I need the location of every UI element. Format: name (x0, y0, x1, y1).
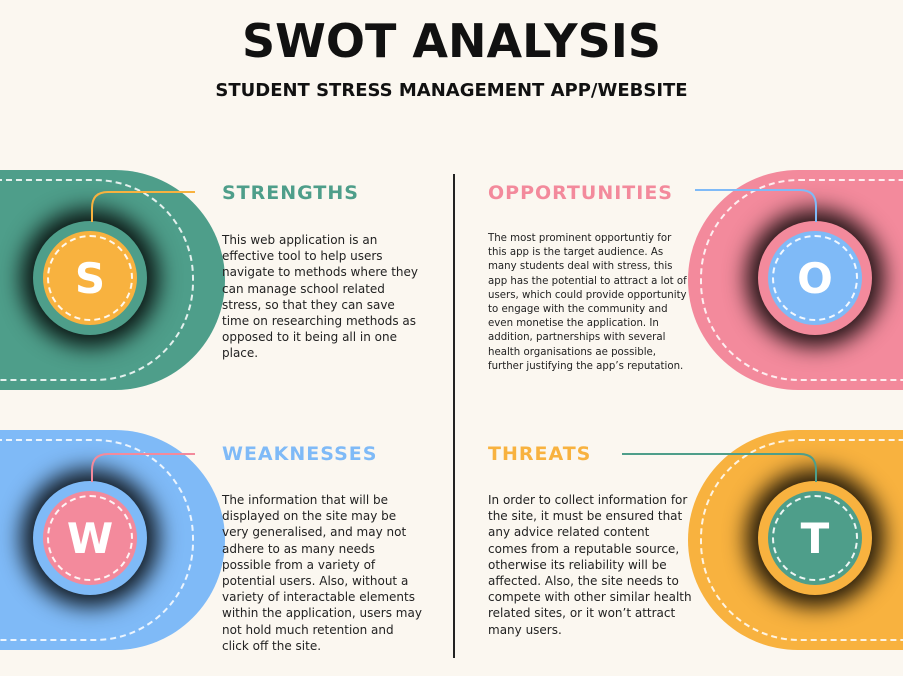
page-title: SWOT ANALYSIS (242, 14, 661, 68)
opportunities-badge: O (758, 221, 872, 335)
weaknesses-badge: W (33, 481, 147, 595)
opportunities-letter: O (797, 253, 833, 303)
strengths-letter: S (74, 253, 106, 303)
threats-badge: T (758, 481, 872, 595)
opportunities-text: The most prominent opportuntiy for this … (488, 233, 687, 372)
strengths-dashed-outline (0, 179, 194, 381)
page-subtitle: STUDENT STRESS MANAGEMENT APP/WEBSITE (215, 80, 688, 101)
weaknesses-heading: WEAKNESSES (222, 443, 378, 465)
opportunities-heading: OPPORTUNITIES (488, 182, 673, 204)
threats-text: In order to collect information for the … (488, 493, 692, 637)
strengths-text: This web application is an effective too… (222, 233, 419, 361)
strengths-heading: STRENGTHS (222, 182, 359, 204)
opportunities-dashed-outline (700, 179, 903, 381)
weaknesses-letter: W (66, 513, 114, 563)
threats-letter: T (800, 513, 830, 563)
threats-heading: THREATS (488, 443, 592, 465)
weaknesses-text: The information that will be displayed o… (222, 493, 422, 653)
threats-dashed-outline (700, 439, 903, 641)
weaknesses-dashed-outline (0, 439, 194, 641)
center-divider (453, 174, 455, 658)
strengths-badge: S (33, 221, 147, 335)
